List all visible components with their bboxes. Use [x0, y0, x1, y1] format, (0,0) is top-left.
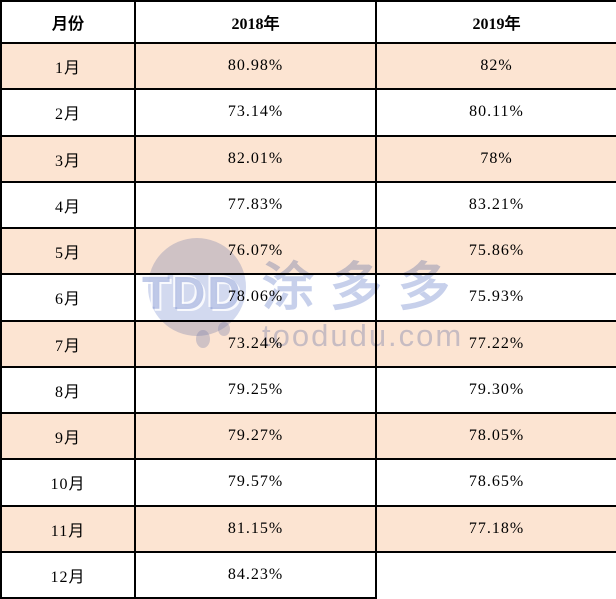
value-cell-2018: 76.07%: [134, 226, 377, 276]
value-cell-2018: 80.98%: [134, 41, 377, 91]
column-header-2018: 2018年: [134, 0, 377, 44]
month-cell: 12月: [0, 550, 136, 599]
table-row: 9月 79.27% 78.05%: [0, 411, 616, 461]
table-row: 4月 77.83% 83.21%: [0, 180, 616, 230]
table-row: 2月 73.14% 80.11%: [0, 88, 616, 137]
table-body: 1月 80.98% 82% 2月 73.14% 80.11% 3月 82.01% 78% 4月 77…: [0, 41, 616, 599]
table-row: 5月 76.07% 75.86%: [0, 226, 616, 276]
value-cell-2018: 79.25%: [134, 365, 377, 415]
month-cell: 4月: [0, 180, 136, 230]
table-row: 10月 79.57% 78.65%: [0, 458, 616, 507]
header-row: 月份 2018年 2019年: [0, 0, 616, 44]
month-cell: 10月: [0, 458, 136, 507]
value-cell-2019: 83.21%: [375, 180, 616, 230]
table-row: 8月 79.25% 79.30%: [0, 365, 616, 415]
value-cell-2019: 79.30%: [375, 365, 616, 415]
table-row: 3月 82.01% 78%: [0, 134, 616, 183]
value-cell-2019: 75.86%: [375, 226, 616, 276]
value-cell-2019: 80.11%: [375, 88, 616, 137]
value-cell-2018: 78.06%: [134, 273, 377, 322]
table-row: 7月 73.24% 77.22%: [0, 319, 616, 368]
value-cell-2019: 77.22%: [375, 319, 616, 368]
value-cell-2019: [375, 550, 616, 598]
month-cell: 2月: [0, 88, 136, 137]
month-cell: 1月: [0, 41, 136, 91]
value-cell-2019: 77.18%: [375, 504, 616, 553]
table-header: 月份 2018年 2019年: [0, 0, 616, 44]
month-cell: 5月: [0, 226, 136, 276]
value-cell-2018: 84.23%: [134, 550, 377, 599]
table-row: 11月 81.15% 77.18%: [0, 504, 616, 553]
value-cell-2019: 78.05%: [375, 411, 616, 461]
column-header-2019: 2019年: [375, 0, 616, 44]
value-cell-2019: 82%: [375, 41, 616, 91]
value-cell-2018: 77.83%: [134, 180, 377, 230]
value-cell-2018: 73.14%: [134, 88, 377, 137]
month-cell: 6月: [0, 273, 136, 322]
month-cell: 9月: [0, 411, 136, 461]
month-cell: 11月: [0, 504, 136, 553]
value-cell-2019: 75.93%: [375, 273, 616, 322]
month-cell: 7月: [0, 319, 136, 368]
table-row: 12月 84.23%: [0, 550, 616, 599]
value-cell-2018: 79.27%: [134, 411, 377, 461]
month-cell: 8月: [0, 365, 136, 415]
value-cell-2019: 78.65%: [375, 458, 616, 507]
value-cell-2018: 73.24%: [134, 319, 377, 368]
value-cell-2018: 82.01%: [134, 134, 377, 183]
column-header-month: 月份: [0, 0, 136, 44]
value-cell-2018: 81.15%: [134, 504, 377, 553]
value-cell-2018: 79.57%: [134, 458, 377, 507]
table-row: 6月 78.06% 75.93%: [0, 273, 616, 322]
value-cell-2019: 78%: [375, 134, 616, 183]
month-cell: 3月: [0, 134, 136, 183]
table-row: 1月 80.98% 82%: [0, 41, 616, 91]
